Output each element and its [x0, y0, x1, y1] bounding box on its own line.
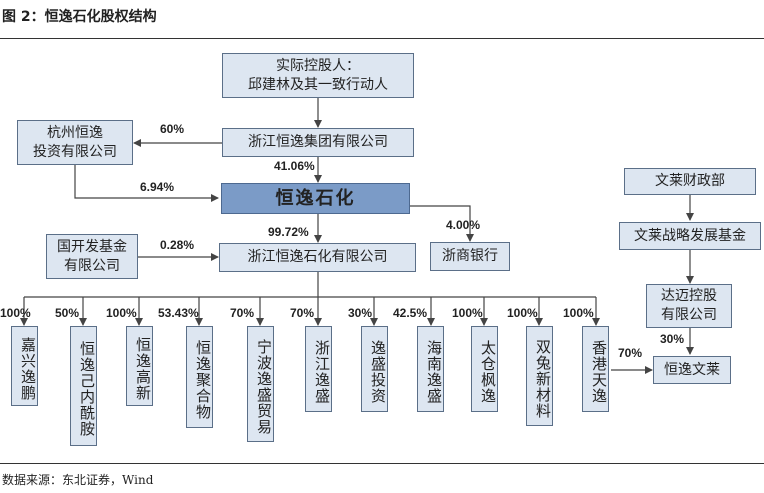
guokai-fund-box: 国开发基金 有限公司	[46, 234, 138, 279]
controller-box: 实际控股人： 邱建林及其一致行动人	[222, 53, 414, 98]
pct-subsidiary: 100%	[0, 306, 31, 320]
pct-subsidiary: 70%	[290, 306, 315, 320]
subsidiary-box: 浙江逸盛	[305, 326, 332, 412]
subsidiary-box: 嘉兴逸鹏	[11, 326, 38, 406]
brunei-fund-box: 文莱战略发展基金	[619, 222, 761, 250]
pct-subsidiary: 30%	[348, 306, 373, 320]
subsidiary-box: 双兔新材料	[526, 326, 553, 426]
subsidiary-box: 宁波逸盛贸易	[247, 326, 274, 442]
hengyi-petrochemical-box: 恒逸石化	[221, 183, 410, 214]
pct-subsidiary: 100%	[507, 306, 538, 320]
pct-subsidiary: 100%	[452, 306, 483, 320]
zheshang-bank-box: 浙商银行	[430, 242, 510, 271]
pct-subsidiary: 100%	[563, 306, 594, 320]
pct-hengyi-to-zheshang: 4.00%	[446, 218, 481, 232]
pct-group-to-hengyi: 41.06%	[274, 159, 315, 173]
hangzhou-investment-box: 杭州恒逸 投资有限公司	[17, 120, 133, 165]
subsidiary-box: 恒逸己内酰胺	[70, 326, 97, 446]
pct-subsidiary: 42.5%	[393, 306, 428, 320]
hengyi-brunei-box: 恒逸文莱	[653, 356, 731, 384]
pct-subsidiary: 53.43%	[158, 306, 199, 320]
pct-subsidiary: 100%	[106, 306, 137, 320]
subsidiary-box: 恒逸聚合物	[186, 326, 213, 428]
top-rule	[0, 38, 764, 39]
subsidiary-box: 恒逸高新	[126, 326, 153, 406]
pct-group-to-hangzhou: 60%	[160, 122, 185, 136]
brunei-finance-box: 文莱财政部	[624, 168, 756, 195]
group-company-box: 浙江恒逸集团有限公司	[222, 128, 414, 157]
subsidiary-box: 香港天逸	[582, 326, 609, 412]
subsidiary-box: 海南逸盛	[417, 326, 444, 412]
pct-hengyi-to-zhejiang: 99.72%	[268, 225, 309, 239]
damai-holdings-box: 达迈控股 有限公司	[646, 284, 732, 328]
pct-hongkong-to-brunei: 70%	[618, 346, 643, 360]
bottom-rule	[0, 463, 764, 464]
zhejiang-hengyi-box: 浙江恒逸石化有限公司	[219, 243, 416, 272]
pct-subsidiary: 70%	[230, 306, 255, 320]
pct-damai-to-brunei: 30%	[660, 332, 685, 346]
source-note: 数据来源：东北证券，Wind	[2, 473, 154, 487]
pct-hangzhou-to-hengyi: 6.94%	[140, 180, 175, 194]
figure-title: 图 2：恒逸石化股权结构	[2, 9, 157, 25]
subsidiary-box: 太仓枫逸	[471, 326, 498, 412]
pct-guokai-to-zhejiang: 0.28%	[160, 238, 195, 252]
pct-subsidiary: 50%	[55, 306, 80, 320]
subsidiary-box: 逸盛投资	[361, 326, 388, 412]
